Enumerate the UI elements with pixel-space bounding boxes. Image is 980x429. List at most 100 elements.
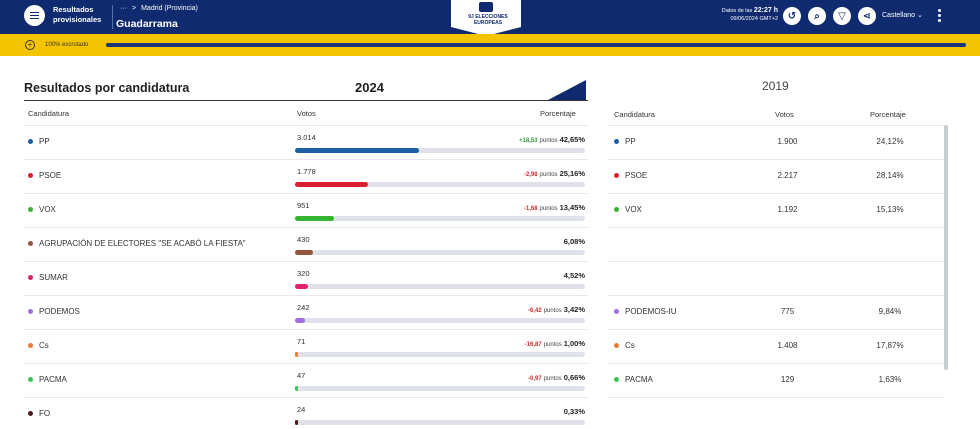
search-icon: ⌕	[814, 10, 820, 22]
share-icon: ⋖	[862, 10, 872, 22]
percentage: 6,08%	[564, 237, 585, 246]
breadcrumb-parent-link[interactable]: Madrid (Provincia)	[141, 5, 198, 12]
menu-button[interactable]	[24, 5, 45, 26]
expand-plus-icon[interactable]: +	[25, 40, 35, 50]
party-color-dot-2019	[614, 309, 619, 314]
party-name-2019[interactable]: PSOE	[614, 171, 647, 180]
row-divider-2019	[608, 227, 944, 228]
percentage: +18,53 puntos 42,65%	[519, 135, 585, 144]
percentage-2019: 9,84%	[878, 307, 902, 316]
col-head-party-2024: Candidatura	[28, 109, 69, 118]
party-color-dot	[28, 411, 33, 416]
party-name[interactable]: PODEMOS	[28, 307, 80, 316]
party-label-2019: Cs	[625, 341, 635, 350]
eu-flag-icon	[479, 2, 493, 12]
party-name[interactable]: PACMA	[28, 375, 67, 384]
vote-count: 1.778	[297, 167, 316, 176]
row-divider-2024	[24, 261, 588, 262]
more-options-icon[interactable]	[938, 9, 941, 12]
results-scrollbar[interactable]	[944, 125, 948, 370]
vote-share-fill	[295, 148, 419, 153]
language-select[interactable]: Castellano ⌄	[882, 11, 923, 19]
percentage-2019: 17,87%	[876, 341, 904, 350]
vote-share-bar	[295, 182, 585, 187]
data-label: Datos de las	[721, 8, 753, 14]
party-label-2019: PODEMOS-IU	[625, 307, 677, 316]
chevron-down-icon: ⌄	[917, 12, 923, 19]
party-color-dot	[28, 275, 33, 280]
row-divider-2024	[24, 125, 588, 126]
vote-count: 24	[297, 405, 306, 414]
vote-count-2019: 129	[780, 375, 795, 384]
points-label: puntos	[539, 172, 558, 178]
change-points: -6,42	[528, 308, 542, 314]
party-color-dot-2019	[614, 377, 619, 382]
party-label: AGRUPACIÓN DE ELECTORES "SE ACABÓ LA FIE…	[39, 239, 246, 248]
change-points: +18,53	[519, 138, 538, 144]
row-divider-2019	[608, 261, 944, 262]
row-divider-2024	[24, 227, 588, 228]
vote-share-bar	[295, 216, 585, 221]
col-head-votes-2019: Votos	[775, 110, 794, 119]
share-button[interactable]: ⋖	[858, 7, 876, 25]
vote-share-bar	[295, 250, 585, 255]
party-label: FO	[39, 409, 51, 418]
vote-count-2019: 775	[780, 307, 795, 316]
party-name[interactable]: Cs	[28, 341, 49, 350]
points-label: puntos	[539, 206, 558, 212]
percentage: -0,97 puntos 0,66%	[528, 373, 585, 382]
change-points: -16,87	[524, 342, 542, 348]
change-points: -1,68	[523, 206, 538, 212]
filter-button[interactable]: ▽	[833, 7, 851, 25]
vote-share-bar	[295, 318, 585, 323]
vote-share-bar	[295, 148, 585, 153]
col-head-pct-2024: Porcentaje	[540, 109, 576, 118]
vote-share-fill	[295, 182, 368, 187]
vote-share-bar	[295, 284, 585, 289]
party-name-2019[interactable]: PP	[614, 137, 636, 146]
breadcrumb-more-button[interactable]: ···	[120, 5, 127, 12]
breadcrumb-separator: >	[132, 5, 137, 12]
party-name[interactable]: PSOE	[28, 171, 61, 180]
points-label: puntos	[543, 342, 562, 348]
party-name-2019[interactable]: VOX	[614, 205, 642, 214]
vote-count: 71	[297, 337, 306, 346]
party-color-dot	[28, 343, 33, 348]
party-color-dot	[28, 241, 33, 246]
year-current: 2024	[355, 80, 384, 95]
party-name-2019[interactable]: Cs	[614, 341, 635, 350]
year-previous: 2019	[762, 79, 789, 93]
party-color-dot-2019	[614, 207, 619, 212]
vote-share-bar	[295, 352, 585, 357]
party-name[interactable]: VOX	[28, 205, 56, 214]
points-label: puntos	[543, 376, 562, 382]
vote-share-fill	[295, 284, 309, 289]
row-divider-2019	[608, 397, 944, 398]
percentage-2019: 28,14%	[876, 171, 904, 180]
party-label: PODEMOS	[39, 307, 80, 316]
search-button[interactable]: ⌕	[808, 7, 826, 25]
party-name-2019[interactable]: PACMA	[614, 375, 653, 384]
history-button[interactable]: ↺	[783, 7, 801, 25]
breadcrumb: ··· > Madrid (Provincia)	[120, 5, 198, 12]
percentage-value: 6,08%	[563, 237, 585, 246]
party-label: VOX	[39, 205, 56, 214]
party-color-dot-2019	[614, 139, 619, 144]
party-name-2019[interactable]: PODEMOS-IU	[614, 307, 677, 316]
party-label: PSOE	[39, 171, 62, 180]
section-divider	[24, 100, 588, 101]
data-time: 22:27 h	[753, 7, 778, 14]
change-points: -0,97	[528, 376, 542, 382]
party-color-dot	[28, 377, 33, 382]
party-name[interactable]: AGRUPACIÓN DE ELECTORES "SE ACABÓ LA FIE…	[28, 239, 246, 248]
filter-icon: ▽	[838, 10, 846, 22]
party-label: SUMAR	[39, 273, 68, 282]
party-label: Cs	[39, 341, 49, 350]
vote-count-2019: 1.192	[777, 205, 798, 214]
percentage-2019: 15,13%	[876, 205, 904, 214]
party-name[interactable]: FO	[28, 409, 50, 418]
vote-share-fill	[295, 386, 298, 391]
party-name[interactable]: PP	[28, 137, 50, 146]
row-divider-2019	[608, 329, 944, 330]
party-name[interactable]: SUMAR	[28, 273, 68, 282]
